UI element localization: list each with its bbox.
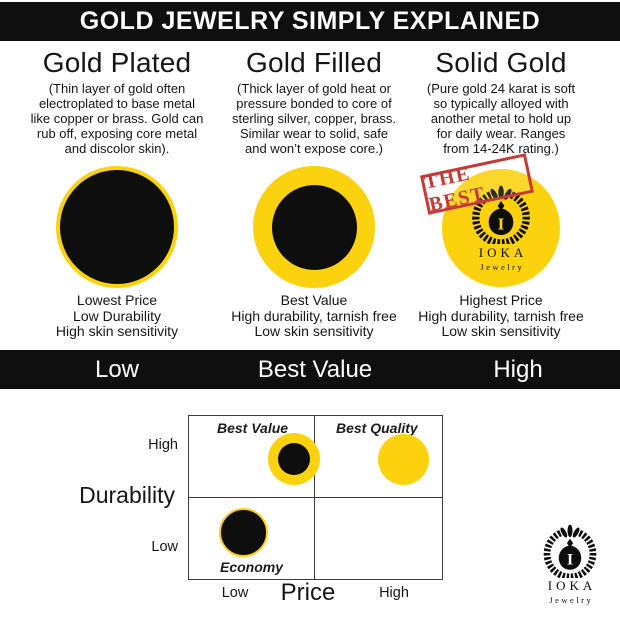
column-gold-filled: Gold Filled (Thick layer of gold heat or… (204, 47, 424, 157)
brand-initial: I (498, 214, 505, 233)
y-axis-tick-high: High (148, 437, 178, 453)
gold-filled-description: (Thick layer of gold heat or pressure bo… (231, 81, 397, 156)
page-title: GOLD JEWELRY SIMPLY EXPLAINED (0, 2, 620, 41)
quadrant-label-best-quality: Best Quality (336, 420, 418, 436)
chart-point-gold-plated (219, 507, 269, 557)
quadrant-label-best-value: Best Value (217, 420, 289, 436)
y-axis-tick-low: Low (151, 539, 178, 555)
gold-filled-heading: Gold Filled (245, 47, 383, 78)
ioka-crest-icon: I (472, 185, 530, 244)
column-gold-plated: Gold Plated (Thin layer of gold often el… (7, 47, 227, 157)
scale-low-label: Low (94, 356, 140, 383)
x-axis-tick-high: High (379, 585, 409, 601)
brand-name: IOKA (547, 578, 597, 593)
chart-point-core (278, 443, 311, 475)
x-axis-title: Price (280, 579, 336, 606)
gold-filled-summary: Best Value High durability, tarnish free… (231, 292, 397, 340)
solid-gold-description: (Pure gold 24 karat is soft so typically… (426, 81, 576, 156)
chart-point-solid-gold (377, 433, 429, 485)
column-solid-gold: Solid Gold (Pure gold 24 karat is soft s… (391, 47, 611, 157)
gold-plated-description: (Thin layer of gold often electroplated … (30, 81, 204, 156)
grid-horizontal-divider (189, 497, 442, 498)
brand-initial: I (567, 551, 573, 568)
scale-best-value-label: Best Value (257, 356, 373, 383)
solid-gold-heading: Solid Gold (435, 47, 567, 78)
scale-high-label: High (493, 356, 543, 383)
solid-gold-circle-illustration: I IOKA Jewelry (442, 169, 560, 287)
ioka-crest-icon: I (543, 524, 597, 578)
chart-point-gold-filled (268, 433, 321, 485)
scale-bar: Low Best Value High (0, 350, 620, 389)
x-axis-tick-low: Low (221, 585, 249, 601)
brand-logo: I IOKA Jewelry (534, 524, 606, 605)
base-metal-core (271, 184, 357, 270)
solid-gold-summary: Highest Price High durability, tarnish f… (418, 292, 584, 340)
brand-name: IOKA (478, 244, 528, 260)
gold-plated-heading: Gold Plated (42, 47, 192, 78)
gold-filled-circle-illustration (253, 166, 375, 288)
y-axis-title: Durability (79, 482, 175, 508)
brand-subtitle: Jewelry (480, 261, 525, 272)
brand-subtitle: Jewelry (549, 595, 594, 605)
quadrant-label-economy: Economy (220, 559, 284, 575)
gold-plated-circle-illustration (56, 166, 178, 288)
gold-plated-summary: Lowest Price Low Durability High skin se… (55, 292, 179, 340)
quadrant-grid: Best Value Best Quality Economy (188, 415, 443, 580)
